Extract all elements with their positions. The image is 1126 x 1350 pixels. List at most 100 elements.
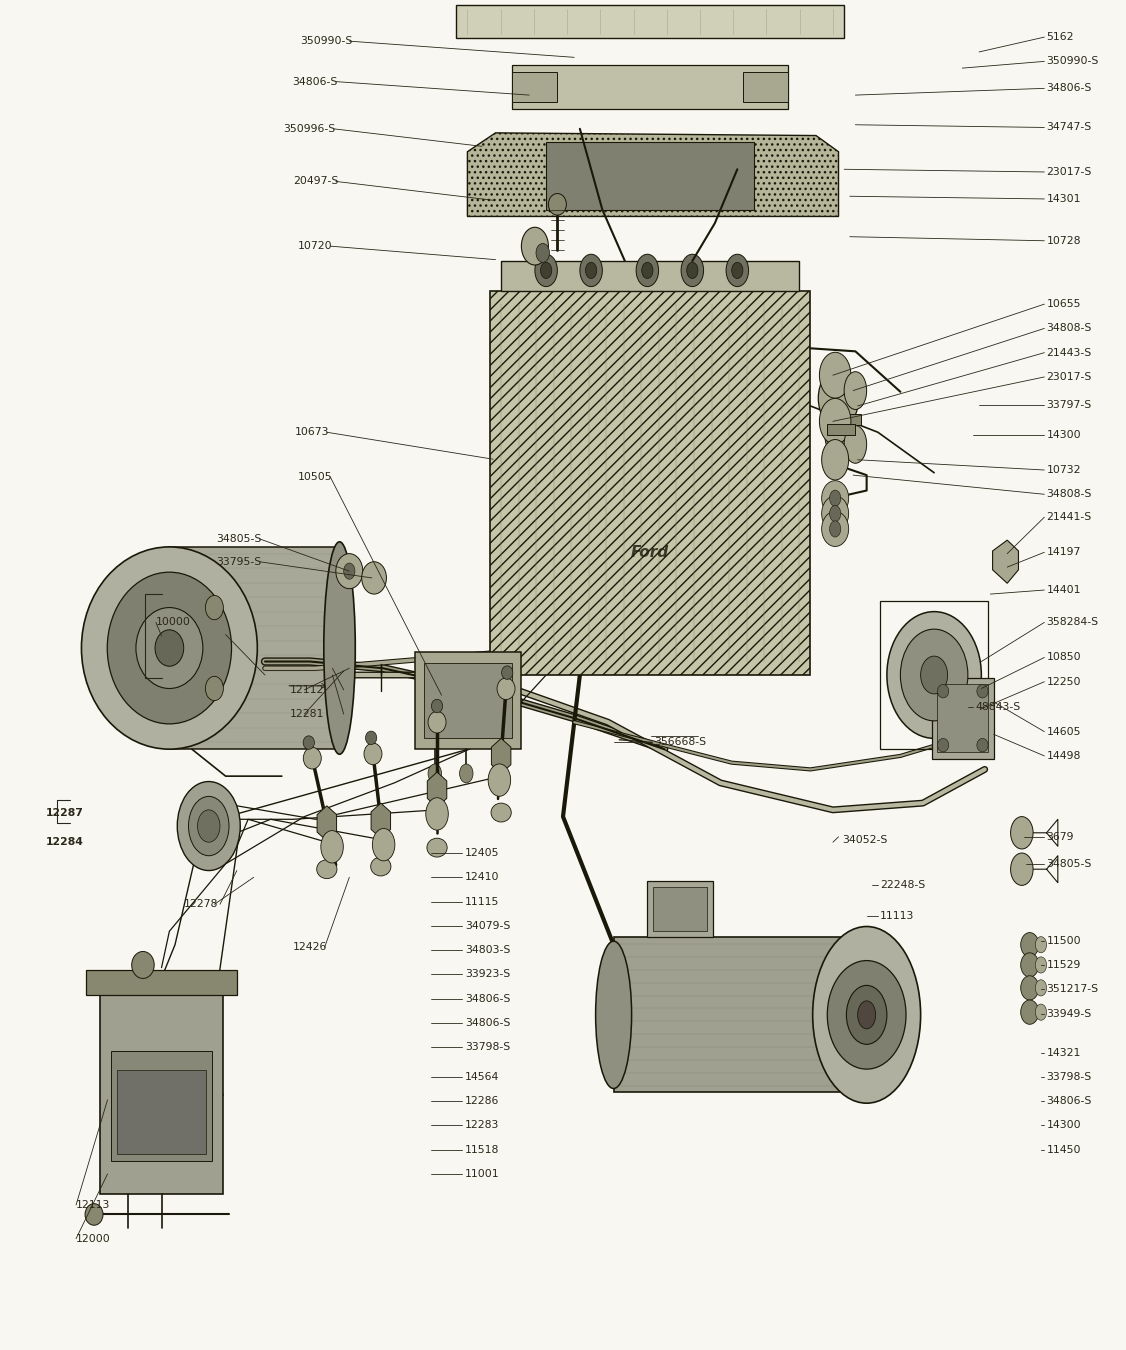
Text: 11450: 11450 <box>1046 1145 1081 1154</box>
Bar <box>614 937 867 1092</box>
Text: 23017-S: 23017-S <box>1046 167 1092 177</box>
Bar <box>828 414 861 425</box>
Text: 34806-S: 34806-S <box>1046 84 1092 93</box>
Text: 21441-S: 21441-S <box>1046 512 1092 522</box>
Text: 12278: 12278 <box>184 899 217 910</box>
Text: 14564: 14564 <box>465 1072 500 1081</box>
Ellipse shape <box>1011 817 1033 849</box>
Text: 11529: 11529 <box>1046 960 1081 969</box>
Bar <box>938 684 989 752</box>
Ellipse shape <box>205 595 223 620</box>
Ellipse shape <box>977 684 989 698</box>
Text: 12281: 12281 <box>289 709 324 720</box>
Ellipse shape <box>822 481 849 516</box>
Ellipse shape <box>847 986 887 1045</box>
Ellipse shape <box>1020 1000 1038 1025</box>
Ellipse shape <box>197 810 220 842</box>
Text: 14401: 14401 <box>1046 585 1081 595</box>
Text: 21443-S: 21443-S <box>1046 348 1092 358</box>
Ellipse shape <box>370 857 391 876</box>
Text: 33798-S: 33798-S <box>1046 1072 1092 1081</box>
Ellipse shape <box>858 1000 876 1029</box>
Text: 10720: 10720 <box>298 242 332 251</box>
Ellipse shape <box>642 262 653 278</box>
Ellipse shape <box>540 262 552 278</box>
Text: 10728: 10728 <box>1046 236 1081 246</box>
Text: 34806-S: 34806-S <box>465 1018 510 1027</box>
Text: 10673: 10673 <box>295 427 329 437</box>
Ellipse shape <box>1020 933 1038 957</box>
Ellipse shape <box>426 798 448 830</box>
Text: 33949-S: 33949-S <box>1046 1008 1092 1018</box>
Polygon shape <box>491 738 511 774</box>
Ellipse shape <box>316 860 337 879</box>
Ellipse shape <box>1020 953 1038 977</box>
Text: 14605: 14605 <box>1046 726 1081 737</box>
Text: 5162: 5162 <box>1046 32 1074 42</box>
Ellipse shape <box>819 369 859 428</box>
Ellipse shape <box>1035 1004 1046 1021</box>
Ellipse shape <box>822 512 849 547</box>
Ellipse shape <box>81 547 258 749</box>
Text: 358284-S: 358284-S <box>1046 617 1099 628</box>
Ellipse shape <box>1020 976 1038 1000</box>
Ellipse shape <box>938 738 949 752</box>
Ellipse shape <box>136 608 203 688</box>
Ellipse shape <box>1035 980 1046 996</box>
Text: 22248-S: 22248-S <box>881 880 926 891</box>
Text: 10655: 10655 <box>1046 300 1081 309</box>
Ellipse shape <box>86 1204 104 1226</box>
Ellipse shape <box>431 699 443 713</box>
Ellipse shape <box>828 961 906 1069</box>
Ellipse shape <box>155 630 184 667</box>
Text: 34747-S: 34747-S <box>1046 123 1092 132</box>
Ellipse shape <box>813 926 921 1103</box>
Ellipse shape <box>489 764 510 796</box>
Text: 12283: 12283 <box>465 1120 500 1130</box>
Text: 350990-S: 350990-S <box>1046 57 1099 66</box>
Ellipse shape <box>1035 937 1046 953</box>
Ellipse shape <box>977 738 989 752</box>
Text: 350996-S: 350996-S <box>284 124 336 134</box>
Text: 10505: 10505 <box>298 471 332 482</box>
Text: 34052-S: 34052-S <box>842 834 887 845</box>
Ellipse shape <box>830 490 841 506</box>
Ellipse shape <box>132 952 154 979</box>
Text: 14300: 14300 <box>1046 429 1081 440</box>
Text: 34079-S: 34079-S <box>465 921 510 931</box>
Bar <box>490 290 811 675</box>
Ellipse shape <box>364 743 382 764</box>
Polygon shape <box>993 540 1019 583</box>
Text: 33923-S: 33923-S <box>465 969 510 979</box>
Text: 12284: 12284 <box>46 837 83 848</box>
Bar <box>100 995 223 1195</box>
Text: 48843-S: 48843-S <box>976 702 1021 713</box>
Text: 12250: 12250 <box>1046 676 1081 687</box>
Text: 14498: 14498 <box>1046 751 1081 761</box>
Ellipse shape <box>822 495 849 531</box>
Ellipse shape <box>1011 853 1033 886</box>
Bar <box>512 65 788 108</box>
Bar <box>116 1071 206 1154</box>
Ellipse shape <box>726 254 749 286</box>
Bar <box>87 971 236 995</box>
Ellipse shape <box>303 748 321 770</box>
Text: 12405: 12405 <box>465 848 500 859</box>
Text: 23017-S: 23017-S <box>1046 373 1092 382</box>
Bar <box>414 652 521 749</box>
Text: 20497-S: 20497-S <box>293 177 338 186</box>
Text: 34806-S: 34806-S <box>465 994 510 1003</box>
Ellipse shape <box>427 838 447 857</box>
Text: 12287: 12287 <box>46 807 83 818</box>
Ellipse shape <box>921 656 948 694</box>
Text: 34808-S: 34808-S <box>1046 324 1092 333</box>
Ellipse shape <box>681 254 704 286</box>
Ellipse shape <box>536 243 549 262</box>
Ellipse shape <box>491 803 511 822</box>
Ellipse shape <box>938 684 949 698</box>
Bar <box>932 678 994 759</box>
Ellipse shape <box>373 829 395 861</box>
Text: 12113: 12113 <box>77 1200 110 1210</box>
Bar <box>169 547 341 749</box>
Text: 14300: 14300 <box>1046 1120 1081 1130</box>
